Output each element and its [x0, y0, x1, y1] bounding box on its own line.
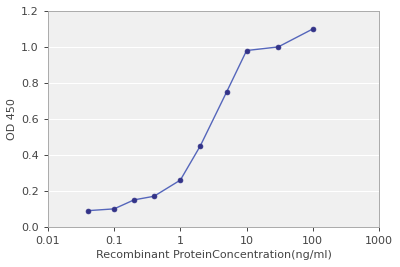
- X-axis label: Recombinant ProteinConcentration(ng/ml): Recombinant ProteinConcentration(ng/ml): [96, 250, 332, 260]
- Y-axis label: OD 450: OD 450: [7, 98, 17, 140]
